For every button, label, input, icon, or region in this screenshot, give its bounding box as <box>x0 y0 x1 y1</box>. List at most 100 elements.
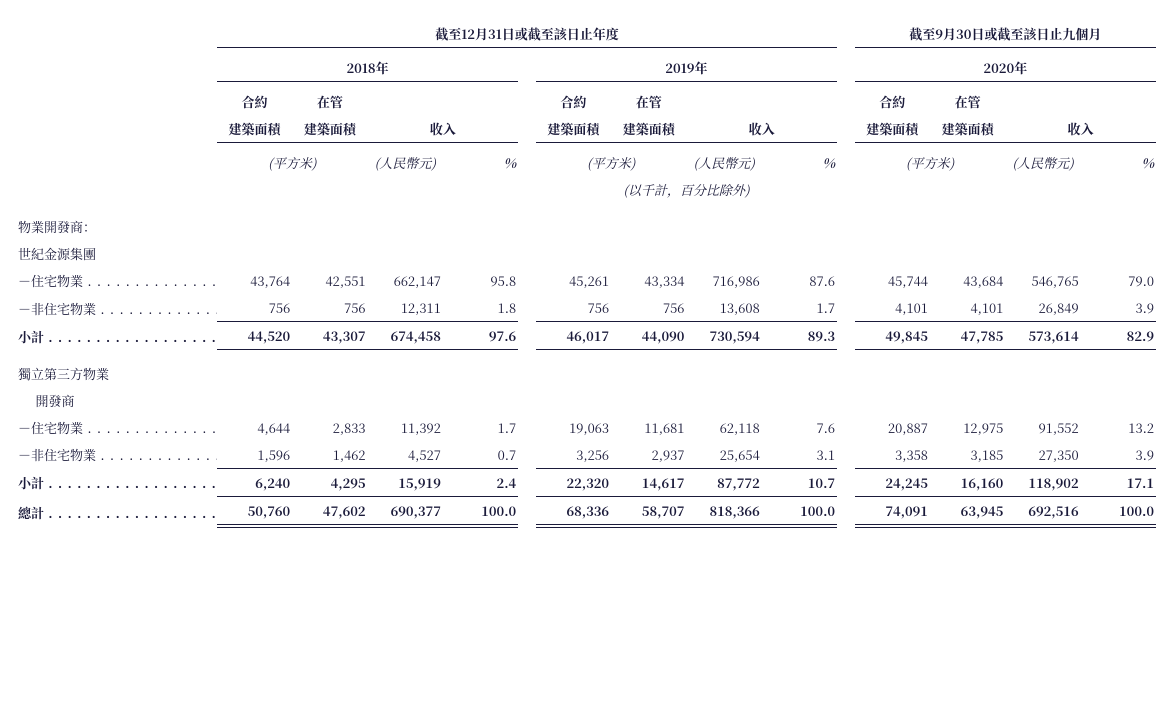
col-managed-gfa: 建築面積 <box>611 115 686 143</box>
cell: 1,462 <box>292 441 367 469</box>
col-contracted-gfa: 建築面積 <box>217 115 292 143</box>
cell: 3,358 <box>855 441 930 469</box>
col-managed-gfa: 在管 <box>611 82 686 116</box>
cell: 19,063 <box>536 414 611 441</box>
cell: 3.9 <box>1081 441 1156 469</box>
unit-sqm: (平方米) <box>855 143 1006 177</box>
unit-rmb: (人民幣元) <box>368 143 443 177</box>
cell: 26,849 <box>1005 294 1080 322</box>
col-managed-gfa: 建築面積 <box>930 115 1005 143</box>
cell: 63,945 <box>930 496 1005 526</box>
row-label-text: 小計 <box>18 327 44 346</box>
cell: 3,256 <box>536 441 611 469</box>
cell: 6,240 <box>217 468 292 496</box>
cell: 12,975 <box>930 414 1005 441</box>
cell: 45,261 <box>536 267 611 294</box>
financial-table: 截至12月31日或截至該日止年度 截至9月30日或截至該日止九個月 2018年 … <box>16 20 1156 528</box>
table-row: －住宅物業 43,764 42,551 662,147 95.8 45,261 … <box>16 267 1156 294</box>
cell: 62,118 <box>686 414 761 441</box>
cell: 0.7 <box>443 441 518 469</box>
cell: 25,654 <box>686 441 761 469</box>
cell: 68,336 <box>536 496 611 526</box>
cell: 3.1 <box>762 441 837 469</box>
cell: 87,772 <box>686 468 761 496</box>
cell: 716,986 <box>686 267 761 294</box>
cell: 13,608 <box>686 294 761 322</box>
cell: 4,101 <box>930 294 1005 322</box>
cell: 692,516 <box>1005 496 1080 526</box>
cell: 11,681 <box>611 414 686 441</box>
cell: 100.0 <box>762 496 837 526</box>
row-label-text: －住宅物業 <box>18 418 83 437</box>
cell: 4,527 <box>368 441 443 469</box>
cell: 100.0 <box>1081 496 1156 526</box>
cell: 97.6 <box>443 322 518 350</box>
cell: 91,552 <box>1005 414 1080 441</box>
cell: 12,311 <box>368 294 443 322</box>
col-managed-gfa: 建築面積 <box>292 115 367 143</box>
cell: 15,919 <box>368 468 443 496</box>
cell: 43,334 <box>611 267 686 294</box>
cell: 690,377 <box>368 496 443 526</box>
unit-rmb: (人民幣元) <box>686 143 761 177</box>
cell: 10.7 <box>762 468 837 496</box>
cell: 22,320 <box>536 468 611 496</box>
cell: 44,520 <box>217 322 292 350</box>
total-row: 總計 50,760 47,602 690,377 100.0 68,336 58… <box>16 496 1156 526</box>
table-row: －非住宅物業 1,596 1,462 4,527 0.7 3,256 2,937… <box>16 441 1156 469</box>
row-label: 小計 <box>16 322 217 350</box>
col-managed-gfa: 在管 <box>292 82 367 116</box>
col-revenue: 收入 <box>686 115 837 143</box>
row-label: －住宅物業 <box>16 267 217 294</box>
col-contracted-gfa: 建築面積 <box>855 115 930 143</box>
col-revenue: 收入 <box>1005 115 1156 143</box>
table-row: －非住宅物業 756 756 12,311 1.8 756 756 13,608… <box>16 294 1156 322</box>
cell: 2.4 <box>443 468 518 496</box>
cell: 44,090 <box>611 322 686 350</box>
cell: 46,017 <box>536 322 611 350</box>
cell: 87.6 <box>762 267 837 294</box>
col-label-row-2: 建築面積 建築面積 收入 建築面積 建築面積 收入 建築面積 建築面積 收入 <box>16 115 1156 143</box>
cell: 1,596 <box>217 441 292 469</box>
cell: 546,765 <box>1005 267 1080 294</box>
row-label: －住宅物業 <box>16 414 217 441</box>
cell: 82.9 <box>1081 322 1156 350</box>
cell: 7.6 <box>762 414 837 441</box>
unit-pct: % <box>762 143 837 177</box>
col-contracted-gfa: 合約 <box>217 82 292 116</box>
cell: 756 <box>536 294 611 322</box>
cell: 118,902 <box>1005 468 1080 496</box>
year-2018: 2018年 <box>217 48 518 82</box>
cell: 42,551 <box>292 267 367 294</box>
cell: 43,764 <box>217 267 292 294</box>
cell: 1.7 <box>443 414 518 441</box>
section-developer: 物業開發商： <box>16 203 1156 240</box>
cell: 47,785 <box>930 322 1005 350</box>
cell: 43,684 <box>930 267 1005 294</box>
cell: 16,160 <box>930 468 1005 496</box>
cell: 2,937 <box>611 441 686 469</box>
cell: 1.7 <box>762 294 837 322</box>
cjy-group-label: 世紀金源集團 <box>16 240 217 267</box>
section-third-party: 獨立第三方物業 <box>16 350 1156 387</box>
cell: 50,760 <box>217 496 292 526</box>
cell: 4,644 <box>217 414 292 441</box>
row-label-text: 總計 <box>18 503 44 522</box>
cell: 100.0 <box>443 496 518 526</box>
col-contracted-gfa: 建築面積 <box>536 115 611 143</box>
subtotal-row: 小計 6,240 4,295 15,919 2.4 22,320 14,617 … <box>16 468 1156 496</box>
cell: 730,594 <box>686 322 761 350</box>
cell: 14,617 <box>611 468 686 496</box>
cell: 4,101 <box>855 294 930 322</box>
cell: 3.9 <box>1081 294 1156 322</box>
third-party-label-l2: 開發商 <box>16 387 217 414</box>
row-label-text: －住宅物業 <box>18 271 83 290</box>
row-label: 總計 <box>16 496 217 526</box>
cell: 13.2 <box>1081 414 1156 441</box>
cell: 818,366 <box>686 496 761 526</box>
cell: 2,833 <box>292 414 367 441</box>
row-label-text: －非住宅物業 <box>18 299 96 318</box>
year-2020: 2020年 <box>855 48 1156 82</box>
cell: 20,887 <box>855 414 930 441</box>
subtotal-row: 小計 44,520 43,307 674,458 97.6 46,017 44,… <box>16 322 1156 350</box>
